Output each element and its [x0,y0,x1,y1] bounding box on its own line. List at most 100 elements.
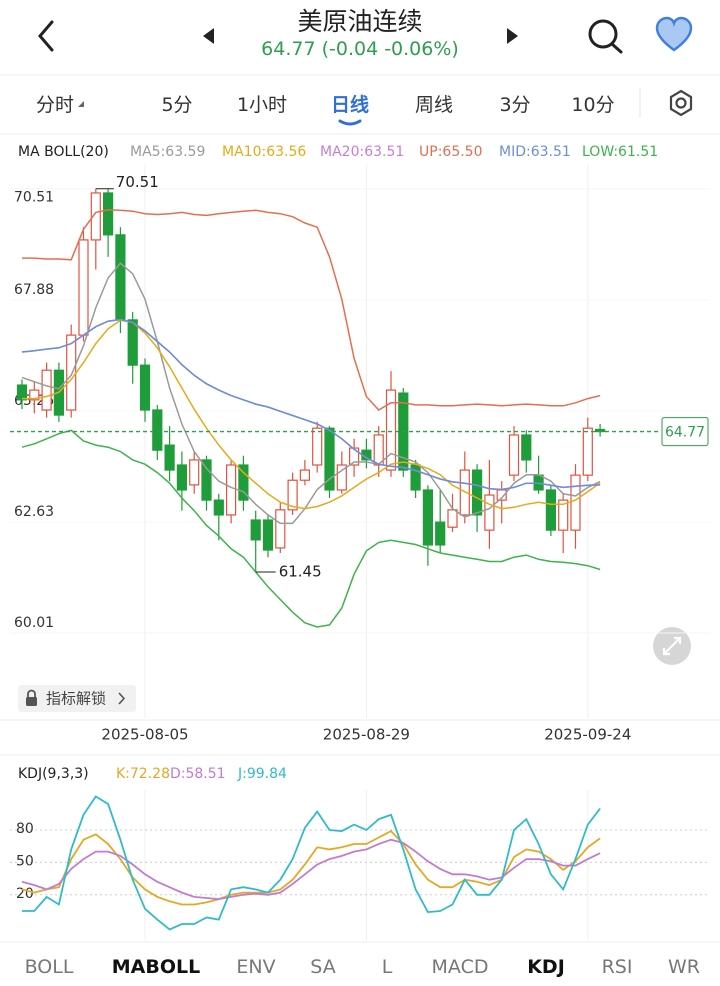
indicator-tab[interactable]: WR [668,956,700,978]
candle-body [41,369,52,411]
candle-body [29,389,40,401]
indicator-line [21,429,601,628]
low-label: 61.45 [279,563,322,581]
indicator-tab[interactable]: MACD [431,956,489,978]
indicator-line [22,795,601,931]
period-tab[interactable]: 5分 [161,94,193,116]
instrument-title: 美原油连续 [297,7,423,36]
candle-body [250,519,261,541]
last-price-box [661,417,709,447]
candle-body [16,384,28,401]
indicator-line [22,319,601,510]
indicator-line [21,318,601,491]
period-tab[interactable]: 1小时 [236,94,288,116]
candle-body [152,409,163,451]
legend-entry: MID:63.51 [499,144,571,160]
search-button[interactable] [588,19,623,54]
dropdown-caret [78,101,84,107]
indicator-line [22,209,601,411]
candle-body [262,519,274,551]
candle-body [521,434,532,461]
indicator-tab[interactable]: L [381,956,393,978]
legend-entry: K:72.28 [116,766,170,782]
candle-body [115,234,126,321]
candle-body [164,444,175,471]
y-tick-label: 20 [16,886,34,902]
candle-body [213,499,224,516]
candle-body [90,192,101,241]
candle-body [472,469,483,516]
candle-body [66,334,77,411]
candle-body [410,464,421,491]
candle-body [78,239,89,336]
legend-entry: LOW:61.51 [582,144,658,160]
indicator-tab[interactable]: RSI [601,956,633,978]
candle-body [558,499,569,531]
legend-entry: MA10:63.56 [222,144,306,160]
candle-body [570,474,581,531]
candle-body [201,459,212,501]
last-price-label: 64.77 [665,425,705,441]
period-tab[interactable]: 10分 [571,94,615,116]
period-tab[interactable]: 分时 [35,94,75,116]
expand-button[interactable] [653,627,691,665]
candle-body [582,427,593,476]
candle-body [238,464,249,501]
legend-title: KDJ(9,3,3) [18,766,89,782]
indicator-tab[interactable]: ENV [236,956,276,978]
y-tick-label: 70.51 [14,190,54,206]
candle-body [484,494,495,531]
candle-body [545,489,557,531]
period-tab[interactable]: 3分 [499,94,531,116]
active-tab-indicator [338,119,362,126]
legend-entry: UP:65.50 [419,144,483,160]
legend-entry: MA5:63.59 [130,144,205,160]
legend-title: MA BOLL(20) [18,144,109,160]
unlock-button[interactable] [18,685,136,712]
y-tick-label: 80 [16,821,34,837]
candle-body [226,464,237,516]
unlock-label: 指标解锁 [46,690,106,708]
indicator-tab[interactable]: BOLL [24,956,74,978]
candle-body [189,459,200,486]
chart: 指标解锁 2025-08-05 2025-08-29 2025-09-24 70.51… [0,144,720,945]
candle-body [275,509,286,549]
back-button[interactable] [38,20,54,52]
candle-body [435,521,446,546]
candle-body [324,427,335,491]
candle-body [299,469,310,481]
indicator-tab[interactable]: KDJ [527,956,565,978]
price-quote: 64.77 (-0.04 -0.06%) [261,38,459,60]
legend-entry: J:99.84 [237,766,287,782]
indicator-line [21,262,601,525]
y-tick-label: 62.63 [14,504,54,520]
candle-body [422,489,433,546]
x-tick-label: 2025-09-24 [544,726,631,744]
y-tick-label: 60.01 [14,615,54,631]
candle-body [336,464,347,491]
edge [0,944,720,945]
candle-body [102,192,114,236]
x-tick-label: 2025-08-29 [323,726,410,744]
candle-body [176,464,187,491]
legend-entry: D:58.51 [170,766,226,782]
y-tick-label: 67.88 [14,282,54,298]
legend-entry: MA20:63.51 [320,144,404,160]
indicator-tab[interactable]: MABOLL [111,956,201,978]
candle-body [447,509,458,528]
candle-body [349,447,360,466]
indicator-line [21,838,601,901]
indicator-tab[interactable]: SA [310,956,336,978]
y-tick-label: 50 [16,853,34,869]
period-tab[interactable]: 日线 [330,94,370,116]
next-contract[interactable] [507,28,518,44]
candle-body [312,427,323,466]
candle-body [127,319,138,366]
candle-body [287,479,298,511]
prev-contract[interactable] [203,28,214,44]
candle-body [508,434,520,476]
settings-button[interactable] [669,89,693,117]
favorite-button[interactable] [655,16,693,52]
period-tab[interactable]: 周线 [414,94,454,116]
x-tick-label: 2025-08-05 [101,726,188,744]
